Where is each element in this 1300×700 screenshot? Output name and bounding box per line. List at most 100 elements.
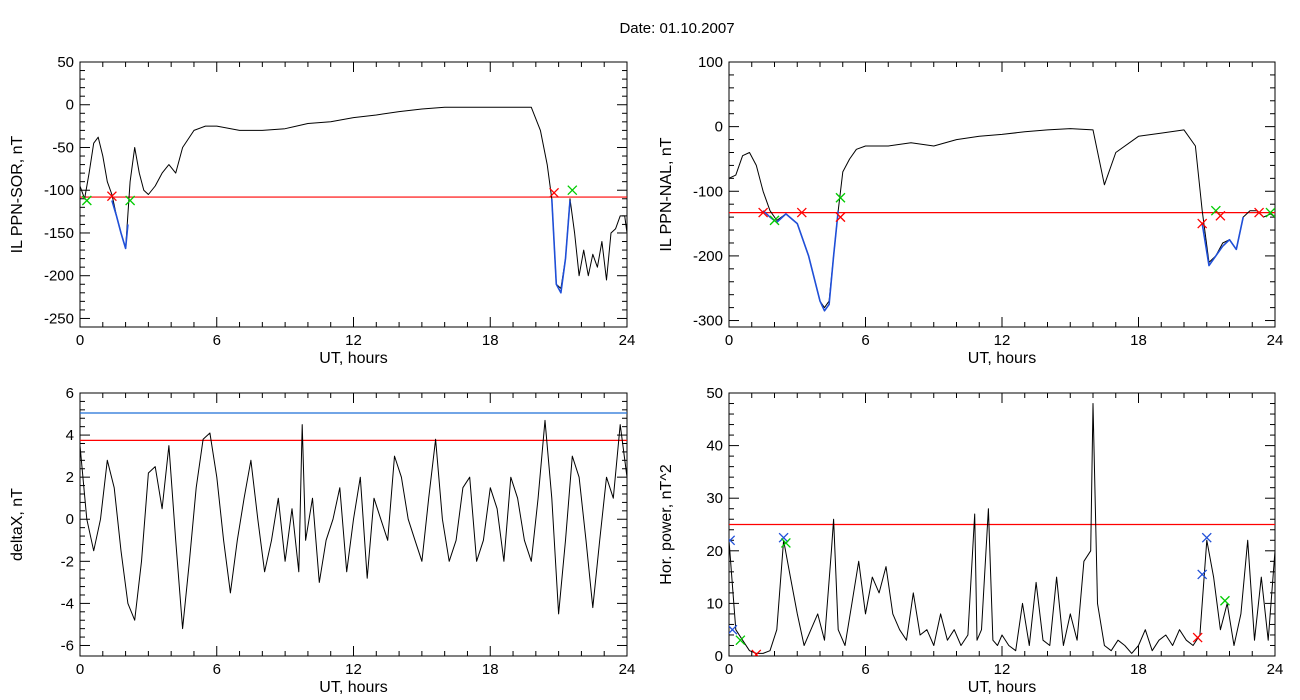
x-tick-label: 6 [861, 661, 869, 678]
y-axis-label: IL PPN-SOR, nT [9, 135, 26, 253]
plot-frame [79, 392, 628, 657]
y-tick-label: 0 [715, 648, 723, 665]
y-tick-label: 30 [706, 490, 723, 507]
data-series-3 [1201, 216, 1244, 267]
event-marker [751, 649, 762, 656]
data-series-3 [551, 198, 571, 294]
event-marker [1265, 207, 1275, 218]
x-tick-label: 0 [76, 661, 84, 678]
x-tick-label: 24 [1267, 332, 1284, 349]
y-tick-label: 0 [66, 97, 74, 114]
x-tick-label: 6 [861, 332, 869, 349]
figure-title: Date: 01.10.2007 [619, 20, 734, 37]
plot-area [729, 128, 1275, 312]
event-marker [729, 535, 736, 546]
event-marker [1254, 207, 1265, 218]
chart-panel-4: 0 6 12 18 24 50 40 30 20 10 0 UT, hours Hor. power, … [658, 385, 1283, 696]
y-tick-label: -4 [61, 595, 74, 612]
y-tick-label: 50 [57, 54, 74, 71]
y-tick-label: -50 [52, 139, 74, 156]
x-axis-label: UT, hours [968, 350, 1036, 367]
y-tick-label: 50 [706, 385, 723, 402]
data-series-1 [729, 128, 1275, 309]
y-tick-label: 40 [706, 438, 723, 455]
y-tick-label: -100 [693, 183, 723, 200]
event-marker-stroke [125, 195, 136, 206]
event-marker [106, 191, 117, 202]
x-tick-label: 12 [345, 661, 362, 678]
event-marker [1197, 569, 1208, 580]
event-marker [1215, 210, 1226, 221]
event-marker [735, 635, 746, 646]
x-tick-label: 6 [213, 332, 221, 349]
event-marker [1201, 532, 1212, 543]
event-marker [780, 537, 791, 548]
data-series-1 [729, 403, 1275, 654]
event-marker-stroke [1210, 205, 1221, 216]
event-marker-stroke [769, 215, 780, 226]
event-marker [835, 212, 846, 223]
y-tick-label: -200 [693, 248, 723, 265]
y-tick-label: 100 [698, 54, 723, 71]
x-axis-label: UT, hours [968, 679, 1036, 696]
data-series-2 [762, 210, 839, 312]
event-marker-stroke [1215, 210, 1226, 221]
event-marker-stroke [1192, 632, 1203, 643]
event-marker-stroke [735, 635, 746, 646]
event-marker [796, 207, 807, 218]
y-tick-label: 10 [706, 595, 723, 612]
event-marker [567, 185, 578, 196]
chart-panel-3: 0 6 12 18 24 6 4 2 0 -2 -4 -6 UT, hours deltaX, nT [9, 385, 635, 696]
x-tick-label: 18 [1130, 332, 1147, 349]
event-marker-stroke [1197, 218, 1208, 229]
event-marker-stroke [835, 192, 846, 203]
event-marker-stroke [729, 535, 736, 543]
x-tick-label: 24 [619, 661, 636, 678]
y-tick-label: -150 [44, 225, 74, 242]
event-marker [1197, 218, 1208, 229]
event-marker [125, 195, 136, 206]
y-tick-label: 2 [66, 469, 74, 486]
x-tick-label: 18 [482, 332, 499, 349]
y-tick-label: -300 [693, 313, 723, 330]
plot-frame [79, 61, 628, 328]
plot-frame [728, 61, 1276, 328]
event-marker-stroke [1254, 207, 1265, 218]
event-marker-stroke [778, 532, 789, 543]
event-marker-stroke [796, 207, 807, 218]
x-tick-label: 24 [1267, 661, 1284, 678]
event-marker-stroke [1197, 569, 1208, 580]
x-axis-label: UT, hours [319, 350, 387, 367]
event-marker [81, 195, 92, 206]
y-tick-label: 4 [66, 427, 74, 444]
event-marker [758, 207, 769, 218]
y-axis-label: deltaX, nT [9, 488, 26, 561]
event-marker [778, 532, 789, 543]
event-marker-stroke [780, 537, 791, 548]
event-marker-stroke [81, 195, 92, 206]
plot-area [729, 403, 1275, 656]
x-tick-label: 12 [345, 332, 362, 349]
event-marker-stroke [729, 624, 738, 635]
event-marker [769, 215, 780, 226]
x-tick-label: 0 [725, 332, 733, 349]
data-series-1 [80, 106, 627, 289]
event-marker [1219, 595, 1230, 606]
x-tick-label: 6 [213, 661, 221, 678]
event-marker-stroke [1265, 207, 1275, 218]
event-marker-stroke [753, 649, 762, 656]
y-tick-label: -200 [44, 268, 74, 285]
event-marker-stroke [1219, 595, 1230, 606]
y-tick-label: 0 [66, 511, 74, 528]
y-tick-label: -250 [44, 310, 74, 327]
event-marker-stroke [835, 212, 846, 223]
x-tick-label: 12 [994, 332, 1011, 349]
plot-area [80, 106, 627, 294]
y-tick-label: -6 [61, 637, 74, 654]
y-tick-label: -100 [44, 182, 74, 199]
y-tick-label: 0 [715, 119, 723, 136]
event-marker-stroke [106, 191, 117, 202]
x-tick-label: 18 [1130, 661, 1147, 678]
